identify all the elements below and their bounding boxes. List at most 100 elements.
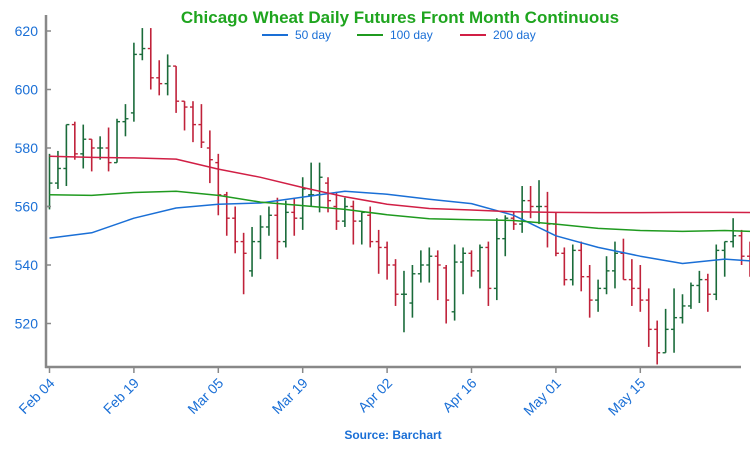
ohlc-bar: [206, 130, 213, 184]
ohlc-bar: [46, 153, 53, 210]
ohlc-bar: [164, 54, 171, 96]
ohlc-bar: [223, 191, 230, 236]
ohlc-bar: [536, 180, 543, 225]
x-tick-label: Mar 19: [269, 375, 311, 417]
ohlc-bar: [299, 177, 306, 230]
ohlc-bar: [63, 123, 70, 187]
x-tick-label: Apr 02: [355, 375, 396, 416]
x-tick-label: Apr 16: [439, 375, 480, 416]
y-tick-label: 560: [15, 199, 39, 215]
ohlc-bar: [578, 241, 585, 292]
y-axis-ticks: 520 540 560 580 600 620: [15, 23, 51, 332]
ohlc-bar: [375, 229, 382, 274]
ohlc-bar: [274, 197, 281, 260]
ohlc-bar: [232, 206, 239, 254]
ohlc-bar: [561, 247, 568, 286]
ohlc-bar: [325, 177, 332, 213]
ma-line-ma50: [49, 190, 750, 265]
ohlc-bars: [46, 28, 750, 365]
ohlc-bar: [265, 206, 272, 236]
ohlc-bar: [147, 28, 154, 90]
ohlc-bar: [611, 241, 618, 289]
ohlc-bar: [139, 28, 146, 61]
moving-average-lines: [49, 155, 750, 265]
y-tick-label: 580: [15, 140, 39, 156]
ohlc-bar: [493, 218, 500, 301]
ohlc-bar: [628, 259, 635, 306]
ohlc-bar: [704, 273, 711, 312]
x-tick-label: May 15: [605, 375, 649, 419]
ohlc-bar: [519, 186, 526, 233]
ohlc-bar: [173, 65, 180, 113]
ohlc-bar: [544, 191, 551, 248]
ohlc-bar: [426, 247, 433, 283]
ohlc-bar: [662, 308, 669, 354]
ohlc-bar: [451, 244, 458, 321]
y-tick-label: 620: [15, 23, 39, 39]
legend-label-ma200: 200 day: [493, 28, 536, 42]
x-tick-label: Feb 04: [15, 375, 57, 417]
ohlc-bar: [468, 250, 475, 277]
x-tick-label: May 01: [520, 375, 564, 419]
ohlc-bar: [392, 259, 399, 306]
ohlc-bar: [105, 127, 112, 172]
ohlc-bar: [476, 244, 483, 289]
ohlc-bar: [341, 197, 348, 227]
axes: [44, 15, 741, 369]
ohlc-bar: [434, 250, 441, 301]
ohlc-bar: [358, 211, 365, 245]
y-tick-label: 540: [15, 257, 39, 273]
ohlc-bar: [586, 265, 593, 318]
ohlc-bar: [485, 241, 492, 306]
ma-line-ma200: [49, 155, 750, 214]
ohlc-bar: [730, 218, 737, 248]
ohlc-bar: [71, 121, 78, 160]
ohlc-bar: [738, 229, 745, 265]
ohlc-bar: [400, 270, 407, 333]
x-tick-label: Feb 19: [100, 375, 142, 417]
ohlc-bar: [291, 197, 298, 236]
ohlc-bar: [409, 265, 416, 318]
ohlc-bar: [316, 162, 323, 213]
ohlc-bar: [654, 320, 661, 365]
ohlc-bar: [620, 238, 627, 281]
ohlc-bar: [114, 118, 121, 164]
ohlc-bar: [249, 226, 256, 277]
ohlc-bar: [181, 100, 188, 131]
ohlc-bar: [687, 282, 694, 309]
ohlc-bar: [384, 241, 391, 280]
ohlc-bar: [527, 186, 534, 219]
ohlc-bar: [215, 153, 222, 216]
ohlc-bar: [189, 101, 196, 143]
ohlc-bar: [696, 270, 703, 304]
ohlc-bar: [637, 265, 644, 312]
ohlc-bar: [198, 104, 205, 148]
ohlc-bar: [603, 256, 610, 295]
ohlc-bar: [333, 191, 340, 230]
chart-title: Chicago Wheat Daily Futures Front Month …: [181, 8, 619, 27]
ohlc-bar: [350, 200, 357, 245]
ohlc-bar: [282, 200, 289, 248]
ohlc-bar: [240, 232, 247, 295]
legend-label-ma50: 50 day: [295, 28, 331, 42]
ohlc-bar: [569, 244, 576, 286]
ohlc-bar: [122, 104, 129, 137]
ohlc-bar: [502, 215, 509, 257]
legend-label-ma100: 100 day: [390, 28, 433, 42]
y-tick-label: 520: [15, 316, 39, 332]
ohlc-bar: [130, 42, 137, 122]
ohlc-bar: [97, 136, 104, 160]
ohlc-bar: [54, 150, 61, 189]
x-axis-ticks: Feb 04 Feb 19 Mar 05 Mar 19 Apr 02 Apr 16 May …: [15, 367, 649, 419]
x-tick-label: Mar 05: [184, 375, 226, 417]
ohlc-bar: [80, 124, 87, 169]
y-tick-label: 600: [15, 82, 39, 98]
ohlc-bar: [679, 294, 686, 324]
ohlc-bar: [671, 288, 678, 353]
ohlc-bar: [257, 215, 264, 260]
ohlc-bar: [417, 250, 424, 283]
ohlc-bar: [443, 265, 450, 324]
ma-line-ma100: [49, 190, 750, 233]
ohlc-bar: [460, 247, 467, 295]
